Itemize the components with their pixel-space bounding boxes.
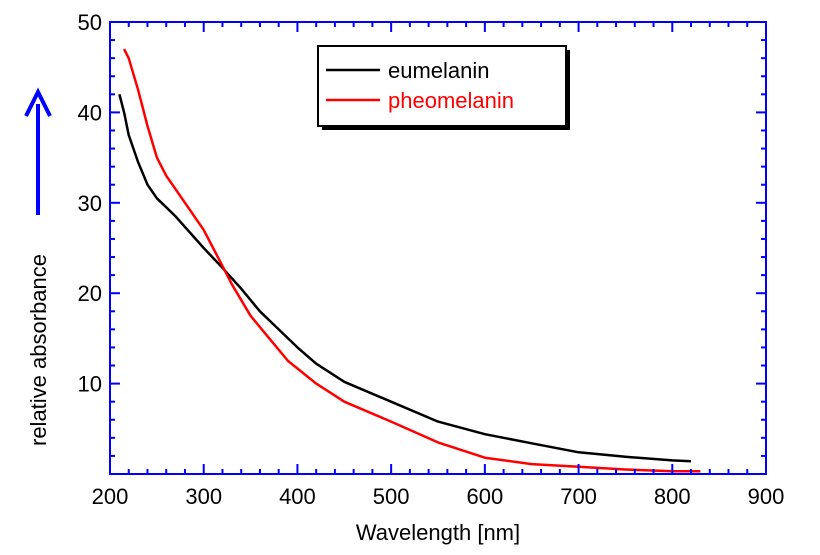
- legend-label-eumelanin: eumelanin: [388, 58, 490, 83]
- y-tick-label: 40: [78, 100, 102, 125]
- x-tick-label: 200: [92, 484, 129, 509]
- y-tick-label: 10: [78, 372, 102, 397]
- y-tick-label: 20: [78, 281, 102, 306]
- series-line-eumelanin: [118, 93, 692, 463]
- x-axis-label: Wavelength [nm]: [356, 520, 520, 545]
- y-tick-label: 30: [78, 191, 102, 216]
- y-axis-label: relative absorbance: [26, 254, 51, 446]
- y-axis-label-group: relative absorbance: [24, 87, 52, 446]
- x-tick-label: 400: [279, 484, 316, 509]
- legend-label-pheomelanin: pheomelanin: [388, 88, 514, 113]
- y-axis-arrow-head: [24, 87, 52, 117]
- x-tick-label: 800: [654, 484, 691, 509]
- x-tick-label: 500: [373, 484, 410, 509]
- y-tick-label: 50: [78, 10, 102, 35]
- legend-box: [317, 45, 567, 127]
- x-tick-label: 700: [560, 484, 597, 509]
- x-tick-label: 300: [185, 484, 222, 509]
- x-tick-label: 600: [466, 484, 503, 509]
- plot-frame: [109, 21, 767, 475]
- legend: eumelanin pheomelanin: [317, 45, 570, 130]
- series-line-pheomelanin: [122, 48, 701, 473]
- x-tick-label: 900: [748, 484, 785, 509]
